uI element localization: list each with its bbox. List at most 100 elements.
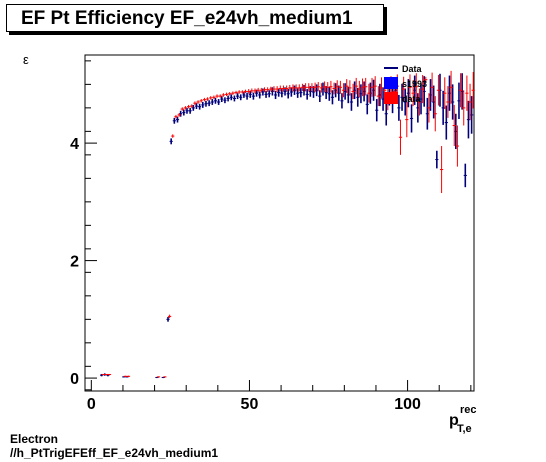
y-tick-label: 4 <box>70 136 79 153</box>
data-point <box>228 92 232 96</box>
x-tick-label: 0 <box>87 396 96 413</box>
data-point <box>273 90 278 100</box>
data-point <box>398 119 403 155</box>
data-point <box>123 375 127 377</box>
data-point <box>375 99 379 122</box>
data-point <box>277 88 281 97</box>
data-point <box>267 90 271 98</box>
data-point <box>180 107 184 111</box>
data-point <box>194 103 199 110</box>
data-point <box>221 93 225 97</box>
data-point <box>172 117 176 124</box>
x-tick-label: 50 <box>241 396 259 413</box>
data-point <box>199 99 203 103</box>
data-point <box>169 138 173 145</box>
data-point <box>409 104 414 133</box>
data-point <box>326 82 330 93</box>
data-point <box>376 86 380 107</box>
data-point <box>318 90 322 102</box>
data-point <box>266 87 270 93</box>
data-point <box>207 100 211 107</box>
data-point <box>220 96 224 102</box>
data-point <box>202 97 206 102</box>
x-axis-label: p rec T,e <box>449 404 477 435</box>
data-point <box>403 88 407 116</box>
data-point <box>272 86 276 93</box>
legend-entry: s1993 <box>384 77 427 89</box>
data-point <box>348 80 352 96</box>
data-point <box>231 91 235 95</box>
data-point <box>367 83 371 103</box>
data-point <box>256 87 260 93</box>
data-point <box>163 376 167 378</box>
data-point <box>186 104 191 109</box>
data-point <box>329 80 333 93</box>
legend-label: s1993 <box>402 79 427 89</box>
data-point <box>322 81 327 93</box>
data-point <box>201 101 205 108</box>
data-point <box>319 83 324 93</box>
data-point <box>452 104 456 147</box>
data-point <box>360 78 365 97</box>
data-point <box>441 90 445 125</box>
data-point <box>311 86 316 98</box>
data-point <box>168 314 172 319</box>
x-axis: 0 50 100 <box>87 380 472 413</box>
legend-swatch <box>384 77 398 89</box>
data-point <box>411 80 415 107</box>
data-point <box>166 316 170 322</box>
data-point <box>458 73 463 108</box>
series-mc <box>101 70 475 378</box>
data-point <box>251 92 255 100</box>
data-point <box>379 77 384 99</box>
x-axis-label-subscript: T,e <box>457 423 472 435</box>
data-point <box>414 73 418 101</box>
data-point <box>210 99 214 105</box>
data-point <box>338 80 342 94</box>
data-point <box>101 373 105 376</box>
footer-line2: //h_PtTrigEFEff_EF_e24vh_medium1 <box>10 446 219 460</box>
data-point <box>235 93 240 100</box>
data-point <box>316 82 320 92</box>
legend: Data s1993 data <box>384 64 427 104</box>
legend-label: Data <box>402 64 423 74</box>
data-point <box>463 163 467 188</box>
data-point <box>425 97 429 130</box>
data-point <box>307 83 311 92</box>
data-point <box>278 85 282 92</box>
data-point <box>126 375 131 377</box>
data-point <box>156 376 161 378</box>
data-point <box>416 93 420 123</box>
data-point <box>354 77 358 95</box>
data-point <box>299 87 303 98</box>
data-point <box>291 84 295 92</box>
data-point <box>280 89 284 98</box>
legend-entry: Data <box>384 64 423 74</box>
y-tick-label: 2 <box>70 254 79 271</box>
data-point <box>406 79 410 108</box>
data-point <box>455 125 460 167</box>
data-point <box>250 88 254 94</box>
data-point <box>232 95 237 102</box>
data-point <box>346 86 350 104</box>
data-point <box>397 94 401 121</box>
data-point <box>264 90 268 98</box>
data-point <box>408 74 412 101</box>
data-point <box>259 87 263 93</box>
data-point <box>370 77 374 97</box>
data-point <box>190 104 194 108</box>
x-axis-label-superscript: rec <box>460 404 477 416</box>
data-point <box>217 99 221 105</box>
data-point <box>242 92 246 98</box>
data-point <box>356 87 360 107</box>
data-point <box>188 107 192 114</box>
data-point <box>436 74 441 106</box>
data-point <box>417 88 422 116</box>
data-point <box>243 89 248 94</box>
footer-line1: Electron <box>10 432 59 446</box>
data-point <box>430 72 434 102</box>
data-point <box>421 74 425 104</box>
data-point <box>296 88 300 98</box>
data-point <box>364 77 368 96</box>
data-point <box>198 103 202 110</box>
